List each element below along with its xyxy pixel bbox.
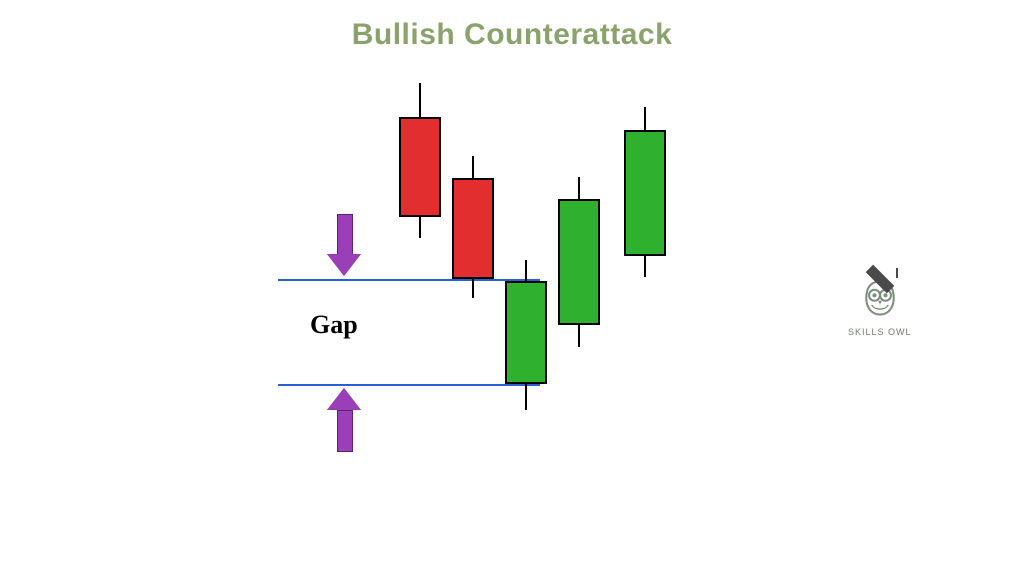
candle-1 — [399, 117, 441, 217]
candle-5 — [624, 130, 666, 256]
candle-2 — [452, 178, 494, 279]
gap-line-bottom — [278, 384, 540, 386]
brand-logo-text: SKILLS OWL — [848, 327, 912, 337]
diagram-stage: Gap SKILLS OWL — [0, 0, 1024, 576]
gap-label: Gap — [310, 310, 358, 340]
candle-4 — [558, 199, 600, 325]
candle-3 — [505, 281, 547, 384]
gap-line-top — [278, 279, 540, 281]
brand-logo: SKILLS OWL — [848, 262, 912, 337]
graduation-cap-icon — [858, 262, 902, 276]
